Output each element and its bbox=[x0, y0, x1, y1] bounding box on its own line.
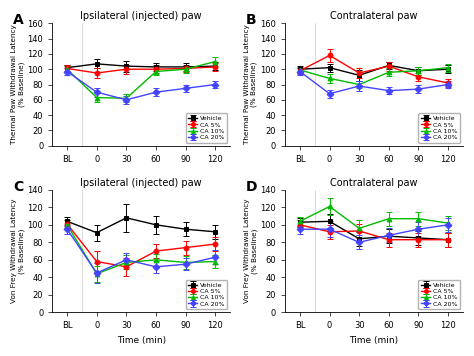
Title: Contralateral paw: Contralateral paw bbox=[330, 178, 418, 188]
Text: A: A bbox=[13, 14, 24, 27]
Title: Ipsilateral (injected) paw: Ipsilateral (injected) paw bbox=[81, 178, 202, 188]
Y-axis label: Von Frey Withdrawal Latency
(% Baseline): Von Frey Withdrawal Latency (% Baseline) bbox=[244, 199, 257, 303]
Title: Contralateral paw: Contralateral paw bbox=[330, 11, 418, 21]
Text: B: B bbox=[246, 14, 256, 27]
Legend: Vehicle, CA 5%, CA 10%, CA 20%: Vehicle, CA 5%, CA 10%, CA 20% bbox=[185, 280, 227, 309]
Title: Ipsilateral (injected) paw: Ipsilateral (injected) paw bbox=[81, 11, 202, 21]
Text: D: D bbox=[246, 180, 257, 194]
Legend: Vehicle, CA 5%, CA 10%, CA 20%: Vehicle, CA 5%, CA 10%, CA 20% bbox=[419, 280, 460, 309]
Text: C: C bbox=[13, 180, 23, 194]
Y-axis label: Thermal Paw Withdrawal Latency
(% Baseline): Thermal Paw Withdrawal Latency (% Baseli… bbox=[11, 25, 25, 145]
X-axis label: Time (min): Time (min) bbox=[117, 336, 166, 345]
Legend: Vehicle, CA 5%, CA 10%, CA 20%: Vehicle, CA 5%, CA 10%, CA 20% bbox=[419, 113, 460, 143]
X-axis label: Time (min): Time (min) bbox=[349, 336, 399, 345]
Y-axis label: Von Frey Withdrawal Latency
(% Baseline): Von Frey Withdrawal Latency (% Baseline) bbox=[11, 199, 25, 303]
Y-axis label: Thermal Paw Withdrawal Latency
(% Baseline): Thermal Paw Withdrawal Latency (% Baseli… bbox=[244, 25, 257, 145]
Legend: Vehicle, CA 5%, CA 10%, CA 20%: Vehicle, CA 5%, CA 10%, CA 20% bbox=[185, 113, 227, 143]
